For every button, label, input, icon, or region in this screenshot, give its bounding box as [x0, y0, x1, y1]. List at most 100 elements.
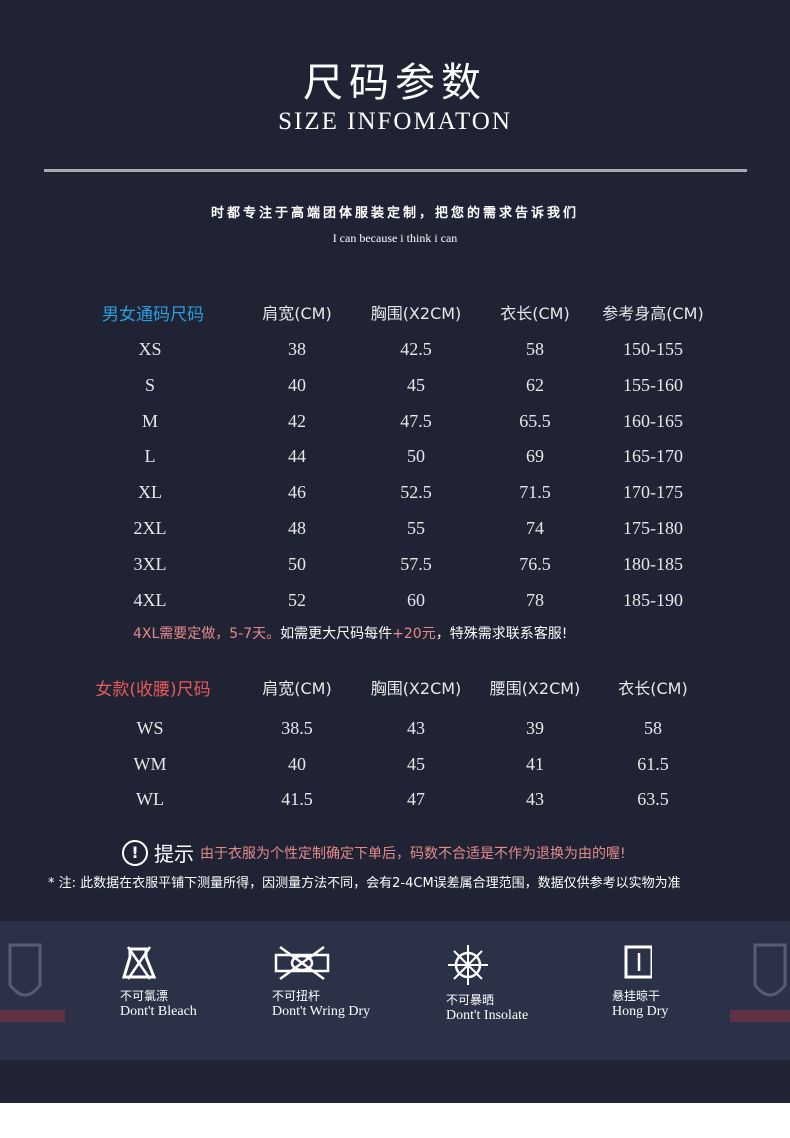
- table-cell: 4XL: [133, 589, 167, 610]
- table-cell: 42: [288, 410, 306, 431]
- table-cell: 47: [407, 789, 425, 809]
- table-cell: 41.5: [281, 789, 313, 809]
- page-title: 尺码参数: [303, 60, 487, 106]
- table-row: WM 40 45 41 61.5: [0, 754, 790, 784]
- table-title: 男女通码尺码: [102, 305, 204, 325]
- table-cell: 58: [526, 339, 544, 359]
- table-cell: 155-160: [623, 374, 683, 395]
- table-cell: WS: [136, 718, 164, 738]
- table-row: 2XL 48 55 74 175-180: [0, 518, 790, 548]
- care-label-cn: 不可氯漂: [120, 989, 169, 1003]
- table-cell: 48: [288, 518, 306, 538]
- table-cell: 39: [526, 718, 544, 738]
- table-cell: 43: [407, 718, 425, 738]
- table-cell: 42.5: [400, 339, 432, 359]
- crest-logo-right: [730, 943, 790, 1022]
- table-cell: 2XL: [133, 518, 167, 538]
- table-cell: 43: [526, 789, 544, 809]
- table-cell: 50: [288, 553, 306, 574]
- table-cell: WM: [133, 753, 167, 774]
- table-cell: 38.5: [281, 718, 313, 738]
- care-item-no-sun: 不可暴晒 Dont't Insolate: [446, 945, 528, 1024]
- column-header: 肩宽(CM): [262, 304, 332, 323]
- slogan-en: I can because i think i can: [332, 231, 458, 245]
- table-cell: 76.5: [519, 553, 551, 574]
- table-cell: 170-175: [623, 482, 683, 503]
- disclaimer: * 注: 此数据在衣服平铺下测量所得，因测量方法不同，会有2-4CM误差属合理范…: [48, 876, 681, 891]
- column-header: 衣长(CM): [618, 679, 688, 698]
- column-header: 腰围(X2CM): [489, 679, 581, 698]
- table-cell: 63.5: [637, 789, 669, 809]
- table-row: 3XL 50 57.5 76.5 180-185: [0, 554, 790, 584]
- table-cell: 58: [644, 718, 662, 738]
- tip-label: 提示: [154, 842, 194, 866]
- table-cell: 65.5: [519, 410, 551, 431]
- care-item-no-bleach: 不可氯漂 Dont't Bleach: [120, 945, 197, 1020]
- custom-size-note: 4XL需要定做，5-7天。如需更大尺码每件+20元，特殊需求联系客服!: [133, 623, 567, 643]
- tip-text: 由于衣服为个性定制确定下单后，码数不合适是不作为退换为由的喔!: [200, 845, 626, 862]
- care-label-en: Hong Dry: [612, 1004, 669, 1019]
- note-part: 4XL需要定做，5-7天。: [133, 626, 281, 642]
- table-cell: WL: [136, 789, 164, 809]
- care-item-no-wring: 不可扭杆 Dont't Wring Dry: [272, 945, 370, 1020]
- no-wring-icon: [274, 945, 330, 981]
- care-label-cn: 不可暴晒: [446, 993, 495, 1007]
- table-cell: 74: [526, 518, 544, 538]
- table-row: L 44 50 69 165-170: [0, 446, 790, 476]
- table-cell: 52: [288, 589, 306, 610]
- table-cell: XS: [138, 339, 162, 359]
- table-row: XL 46 52.5 71.5 170-175: [0, 482, 790, 512]
- care-label-en: Dont't Insolate: [446, 1008, 529, 1023]
- table-header: 女款(收腰)尺码 肩宽(CM) 胸围(X2CM) 腰围(X2CM) 衣长(CM): [0, 675, 790, 705]
- table-row: 4XL 52 60 78 185-190: [0, 590, 790, 620]
- table-cell: 69: [526, 446, 544, 467]
- note-part: +20元: [392, 626, 436, 642]
- table-cell: 150-155: [623, 339, 683, 359]
- table-row: M 42 47.5 65.5 160-165: [0, 411, 790, 441]
- table-cell: 52.5: [400, 482, 432, 503]
- table-cell: 40: [288, 753, 306, 774]
- column-header: 衣长(CM): [500, 304, 570, 323]
- no-bleach-icon: [121, 946, 157, 980]
- tip: ! 提示 由于衣服为个性定制确定下单后，码数不合适是不作为退换为由的喔!: [122, 838, 626, 867]
- table-cell: 60: [407, 589, 425, 610]
- care-band: [0, 921, 790, 1060]
- page-subtitle: SIZE INFOMATON: [278, 108, 512, 135]
- note-part: ，特殊需求联系客服!: [435, 626, 568, 642]
- table-row: XS 38 42.5 58 150-155: [0, 339, 790, 369]
- table-cell: L: [144, 446, 156, 467]
- care-label-en: Dont't Bleach: [120, 1004, 197, 1019]
- table-cell: 45: [407, 753, 425, 774]
- note-part: 如需更大尺码每件: [280, 626, 393, 642]
- hang-dry-icon: [624, 945, 652, 979]
- care-label-en: Dont't Wring Dry: [272, 1004, 371, 1019]
- table-cell: 41: [526, 753, 544, 774]
- table-cell: 38: [288, 339, 306, 359]
- table-cell: 160-165: [623, 410, 683, 431]
- table-cell: 44: [288, 446, 306, 467]
- table-cell: 175-180: [623, 518, 683, 538]
- care-label-cn: 悬挂晾干: [612, 989, 661, 1003]
- table-cell: 78: [526, 589, 544, 610]
- care-item-hang-dry: 悬挂晾干 Hong Dry: [612, 945, 668, 1020]
- table-cell: 50: [407, 446, 425, 467]
- crest-logo-left: [0, 943, 65, 1022]
- table-cell: 61.5: [637, 753, 669, 774]
- table-cell: 165-170: [623, 446, 683, 467]
- table-cell: 185-190: [623, 589, 683, 610]
- table-cell: 45: [407, 374, 425, 395]
- slogan: 时都专注于高端团体服装定制，把您的需求告诉我们: [210, 206, 579, 221]
- table-cell: XL: [138, 482, 162, 503]
- table-cell: M: [141, 410, 158, 431]
- table-row: WS 38.5 43 39 58: [0, 718, 790, 748]
- column-header: 参考身高(CM): [602, 304, 704, 323]
- table-cell: 57.5: [400, 553, 432, 574]
- background: [0, 0, 790, 1103]
- table-cell: 3XL: [133, 553, 167, 574]
- table-row: WL 41.5 47 43 63.5: [0, 789, 790, 819]
- no-sun-icon: [448, 945, 488, 985]
- column-header: 胸围(X2CM): [370, 679, 462, 698]
- table-cell: 55: [407, 518, 425, 538]
- table-header: 男女通码尺码 肩宽(CM) 胸围(X2CM) 衣长(CM) 参考身高(CM): [0, 300, 790, 330]
